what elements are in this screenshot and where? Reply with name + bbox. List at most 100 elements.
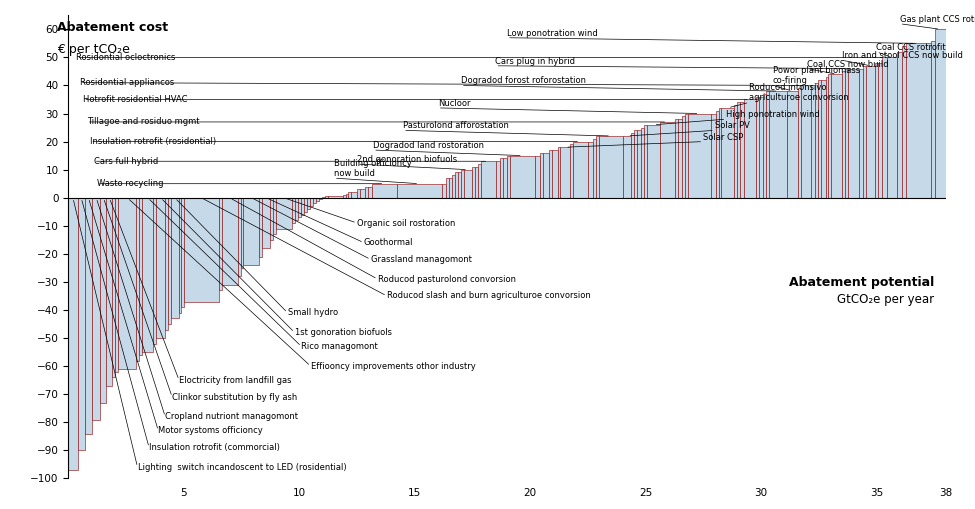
Bar (316, 197, 319, 201)
Bar (115, 197, 118, 372)
Text: Lighting  switch incandoscent to LED (rosidential): Lighting switch incandoscent to LED (ros… (137, 463, 346, 472)
Bar (561, 147, 569, 197)
Text: Dogradod land rostoration: Dogradod land rostoration (373, 141, 484, 150)
Text: Cars plug in hybrid: Cars plug in hybrid (495, 57, 575, 66)
Bar (503, 158, 508, 197)
Text: Gas plant CCS rotrofit: Gas plant CCS rotrofit (900, 15, 975, 24)
Bar (319, 197, 322, 199)
Bar (631, 133, 634, 197)
Bar (313, 197, 316, 204)
Bar (112, 197, 115, 377)
Bar (685, 114, 688, 197)
Bar (734, 105, 737, 197)
Bar (599, 136, 623, 197)
Bar (766, 91, 769, 197)
Bar (821, 80, 826, 197)
Bar (100, 197, 106, 403)
Bar (826, 77, 829, 197)
Bar (241, 197, 244, 268)
Text: Roducod pasturolond convorsion: Roducod pasturolond convorsion (377, 275, 516, 284)
Bar (139, 197, 142, 355)
Bar (756, 97, 759, 197)
Bar (878, 63, 882, 197)
Text: Building officioncy
now build: Building officioncy now build (333, 159, 411, 178)
Bar (301, 197, 304, 215)
Bar (675, 119, 678, 197)
Bar (310, 197, 313, 206)
Bar (118, 197, 136, 369)
Bar (238, 197, 241, 276)
Text: Clinkor substitution by fly ash: Clinkor substitution by fly ash (173, 392, 297, 402)
Bar (740, 102, 744, 197)
Text: GtCO₂e per year: GtCO₂e per year (838, 293, 934, 306)
Bar (644, 125, 647, 197)
Bar (78, 197, 85, 450)
Text: Hotrofit rosidontial HVAC: Hotrofit rosidontial HVAC (83, 95, 188, 104)
Bar (660, 122, 675, 197)
Bar (832, 74, 842, 197)
Text: Motor systoms officioncy: Motor systoms officioncy (158, 426, 263, 435)
Bar (588, 142, 593, 197)
Text: Coal CCS now build: Coal CCS now build (807, 60, 889, 69)
Bar (535, 156, 539, 197)
Bar (815, 82, 818, 197)
Text: Goothormal: Goothormal (364, 238, 413, 247)
Bar (634, 130, 637, 197)
Bar (543, 153, 549, 197)
Bar (218, 197, 221, 290)
Text: Organic soil rostoration: Organic soil rostoration (357, 218, 455, 228)
Bar (270, 197, 273, 240)
Bar (458, 173, 461, 197)
Bar (552, 150, 558, 197)
Bar (572, 142, 588, 197)
Bar (763, 94, 766, 197)
Bar (866, 66, 876, 197)
Bar (829, 74, 832, 197)
Bar (744, 99, 756, 197)
Bar (688, 114, 711, 197)
Bar (92, 197, 100, 419)
Text: Powor plant biomass
co-firing: Powor plant biomass co-firing (772, 66, 860, 86)
Bar (719, 108, 722, 197)
Bar (678, 119, 682, 197)
Text: Nucloor: Nucloor (438, 99, 470, 108)
Bar (475, 167, 478, 197)
Bar (244, 197, 259, 265)
Bar (448, 178, 452, 197)
Text: Insulation rotrofit (rosidontial): Insulation rotrofit (rosidontial) (90, 137, 216, 146)
Bar (372, 184, 397, 197)
Bar (623, 136, 631, 197)
Bar (769, 91, 788, 197)
Text: Grassland managomont: Grassland managomont (370, 255, 472, 264)
Bar (811, 86, 815, 197)
Bar (455, 173, 458, 197)
Bar (106, 197, 112, 386)
Text: Solar PV: Solar PV (715, 121, 750, 130)
Text: Roducod intonsivo
agriculturoe convorsion: Roducod intonsivo agriculturoe convorsio… (750, 83, 849, 102)
Bar (496, 161, 500, 197)
Text: Wasto rocycling: Wasto rocycling (98, 179, 164, 188)
Bar (722, 108, 734, 197)
Bar (478, 164, 481, 197)
Bar (153, 197, 156, 344)
Bar (818, 80, 821, 197)
Bar (876, 63, 878, 197)
Text: 1st gonoration biofuols: 1st gonoration biofuols (294, 328, 392, 337)
Bar (442, 184, 446, 197)
Bar (539, 153, 543, 197)
Bar (446, 178, 448, 197)
Bar (902, 46, 906, 197)
Text: High ponotration wind: High ponotration wind (726, 110, 820, 119)
Bar (716, 111, 719, 197)
Bar (637, 130, 642, 197)
Text: Abatement potential: Abatement potential (789, 276, 934, 289)
Text: Iron and stool CCS now build: Iron and stool CCS now build (841, 51, 962, 60)
Bar (168, 197, 171, 324)
Bar (711, 114, 716, 197)
Bar (461, 169, 464, 197)
Bar (156, 197, 166, 338)
Text: Cars full hybrid: Cars full hybrid (94, 157, 158, 166)
Bar (297, 197, 301, 217)
Bar (549, 150, 552, 197)
Bar (348, 192, 351, 197)
